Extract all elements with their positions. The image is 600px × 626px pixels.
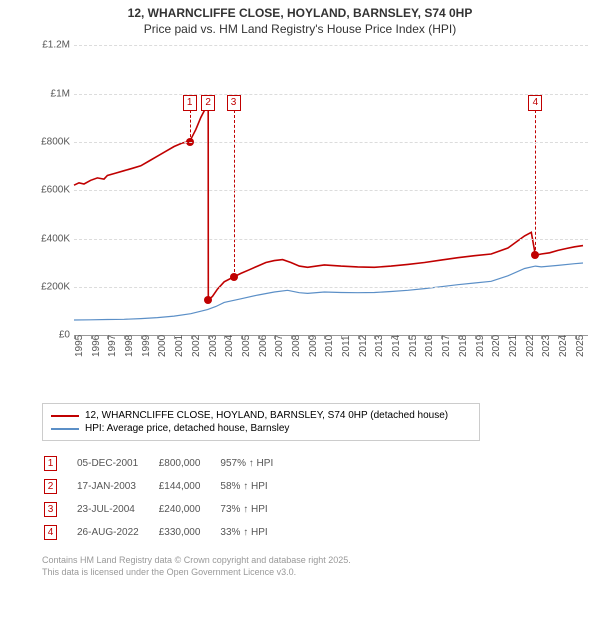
row-pct: 73% ↑ HPI — [220, 499, 291, 520]
row-marker: 4 — [44, 525, 57, 540]
chart-container: 12, WHARNCLIFFE CLOSE, HOYLAND, BARNSLEY… — [0, 6, 600, 626]
marker-line — [535, 110, 536, 255]
row-price: £240,000 — [159, 499, 219, 520]
page-subtitle: Price paid vs. HM Land Registry's House … — [0, 22, 600, 38]
row-pct: 957% ↑ HPI — [220, 453, 291, 474]
marker-line — [208, 110, 209, 300]
marker-box-1: 1 — [183, 95, 197, 111]
sale-dot-4 — [531, 251, 539, 259]
x-axis-label: 2021 — [508, 327, 519, 357]
x-axis-label: 2014 — [391, 327, 402, 357]
x-axis-label: 2003 — [208, 327, 219, 357]
row-marker: 1 — [44, 456, 57, 471]
series-red — [74, 106, 583, 301]
row-price: £800,000 — [159, 453, 219, 474]
table-row: 2 17-JAN-2003£144,00058% ↑ HPI — [44, 476, 291, 497]
x-axis-label: 2023 — [541, 327, 552, 357]
x-axis-label: 2019 — [475, 327, 486, 357]
x-axis-label: 2000 — [157, 327, 168, 357]
gridline — [74, 287, 588, 288]
row-price: £144,000 — [159, 476, 219, 497]
gridline — [74, 94, 588, 95]
y-axis-label: £400K — [40, 233, 70, 244]
legend-label: HPI: Average price, detached house, Barn… — [85, 423, 289, 434]
x-axis-label: 2018 — [458, 327, 469, 357]
table-row: 1 05-DEC-2001£800,000957% ↑ HPI — [44, 453, 291, 474]
sale-dot-2 — [204, 296, 212, 304]
y-axis-label: £600K — [40, 185, 70, 196]
legend-swatch — [51, 415, 79, 417]
x-axis-label: 2010 — [324, 327, 335, 357]
x-axis-label: 1999 — [141, 327, 152, 357]
sales-table: 1 05-DEC-2001£800,000957% ↑ HPI 2 17-JAN-20… — [42, 451, 293, 545]
x-axis-label: 1995 — [74, 327, 85, 357]
row-marker: 2 — [44, 479, 57, 494]
x-axis-label: 2001 — [174, 327, 185, 357]
y-axis-label: £200K — [40, 281, 70, 292]
series-blue — [74, 263, 583, 320]
x-axis-label: 2013 — [374, 327, 385, 357]
y-axis-label: £1.2M — [40, 40, 70, 51]
row-marker: 3 — [44, 502, 57, 517]
row-price: £330,000 — [159, 522, 219, 543]
row-date: 26-AUG-2022 — [77, 522, 157, 543]
gridline — [74, 239, 588, 240]
x-axis-label: 2011 — [341, 327, 352, 357]
row-pct: 33% ↑ HPI — [220, 522, 291, 543]
x-axis-label: 2015 — [408, 327, 419, 357]
legend-swatch — [51, 428, 79, 430]
page-title: 12, WHARNCLIFFE CLOSE, HOYLAND, BARNSLEY… — [0, 6, 600, 22]
marker-box-2: 2 — [201, 95, 215, 111]
x-axis-label: 2002 — [191, 327, 202, 357]
legend: 12, WHARNCLIFFE CLOSE, HOYLAND, BARNSLEY… — [42, 403, 480, 441]
x-axis-label: 2017 — [441, 327, 452, 357]
x-axis-label: 2020 — [491, 327, 502, 357]
gridline — [74, 190, 588, 191]
x-axis-label: 1996 — [91, 327, 102, 357]
x-axis-label: 2024 — [558, 327, 569, 357]
sale-dot-3 — [230, 273, 238, 281]
row-pct: 58% ↑ HPI — [220, 476, 291, 497]
legend-label: 12, WHARNCLIFFE CLOSE, HOYLAND, BARNSLEY… — [85, 410, 448, 421]
x-axis-label: 2005 — [241, 327, 252, 357]
x-axis-label: 2009 — [308, 327, 319, 357]
x-axis-label: 2016 — [424, 327, 435, 357]
y-axis-label: £1M — [40, 88, 70, 99]
x-axis-label: 2022 — [525, 327, 536, 357]
footer: Contains HM Land Registry data © Crown c… — [42, 555, 600, 578]
chart-area: 1234 £0£200K£400K£600K£800K£1M£1.2M19951… — [40, 45, 600, 355]
row-date: 05-DEC-2001 — [77, 453, 157, 474]
x-axis-label: 2012 — [358, 327, 369, 357]
table-row: 3 23-JUL-2004£240,00073% ↑ HPI — [44, 499, 291, 520]
gridline — [74, 142, 588, 143]
x-axis-label: 2025 — [575, 327, 586, 357]
y-axis-label: £0 — [40, 330, 70, 341]
x-axis-label: 2004 — [224, 327, 235, 357]
gridline — [74, 45, 588, 46]
row-date: 23-JUL-2004 — [77, 499, 157, 520]
x-axis-label: 1997 — [107, 327, 118, 357]
marker-box-3: 3 — [227, 95, 241, 111]
row-date: 17-JAN-2003 — [77, 476, 157, 497]
x-axis-label: 2007 — [274, 327, 285, 357]
table-row: 4 26-AUG-2022£330,00033% ↑ HPI — [44, 522, 291, 543]
x-axis-label: 1998 — [124, 327, 135, 357]
footer-line1: Contains HM Land Registry data © Crown c… — [42, 555, 600, 567]
legend-row: 12, WHARNCLIFFE CLOSE, HOYLAND, BARNSLEY… — [51, 410, 471, 421]
x-axis-label: 2008 — [291, 327, 302, 357]
x-axis-label: 2006 — [258, 327, 269, 357]
legend-row: HPI: Average price, detached house, Barn… — [51, 423, 471, 434]
marker-line — [234, 110, 235, 277]
marker-box-4: 4 — [528, 95, 542, 111]
footer-line2: This data is licensed under the Open Gov… — [42, 567, 600, 579]
y-axis-label: £800K — [40, 136, 70, 147]
